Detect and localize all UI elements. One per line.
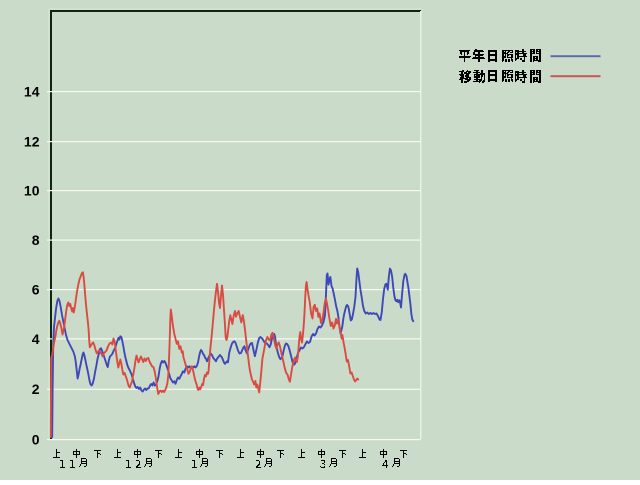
svg-text:8: 8	[32, 232, 40, 248]
svg-text:12: 12	[24, 134, 40, 150]
svg-text:10: 10	[24, 183, 40, 199]
svg-text:4: 4	[32, 331, 40, 347]
svg-text:0: 0	[32, 432, 40, 448]
svg-text:2: 2	[32, 381, 40, 397]
svg-text:6: 6	[32, 282, 40, 298]
svg-text:14: 14	[24, 84, 40, 100]
